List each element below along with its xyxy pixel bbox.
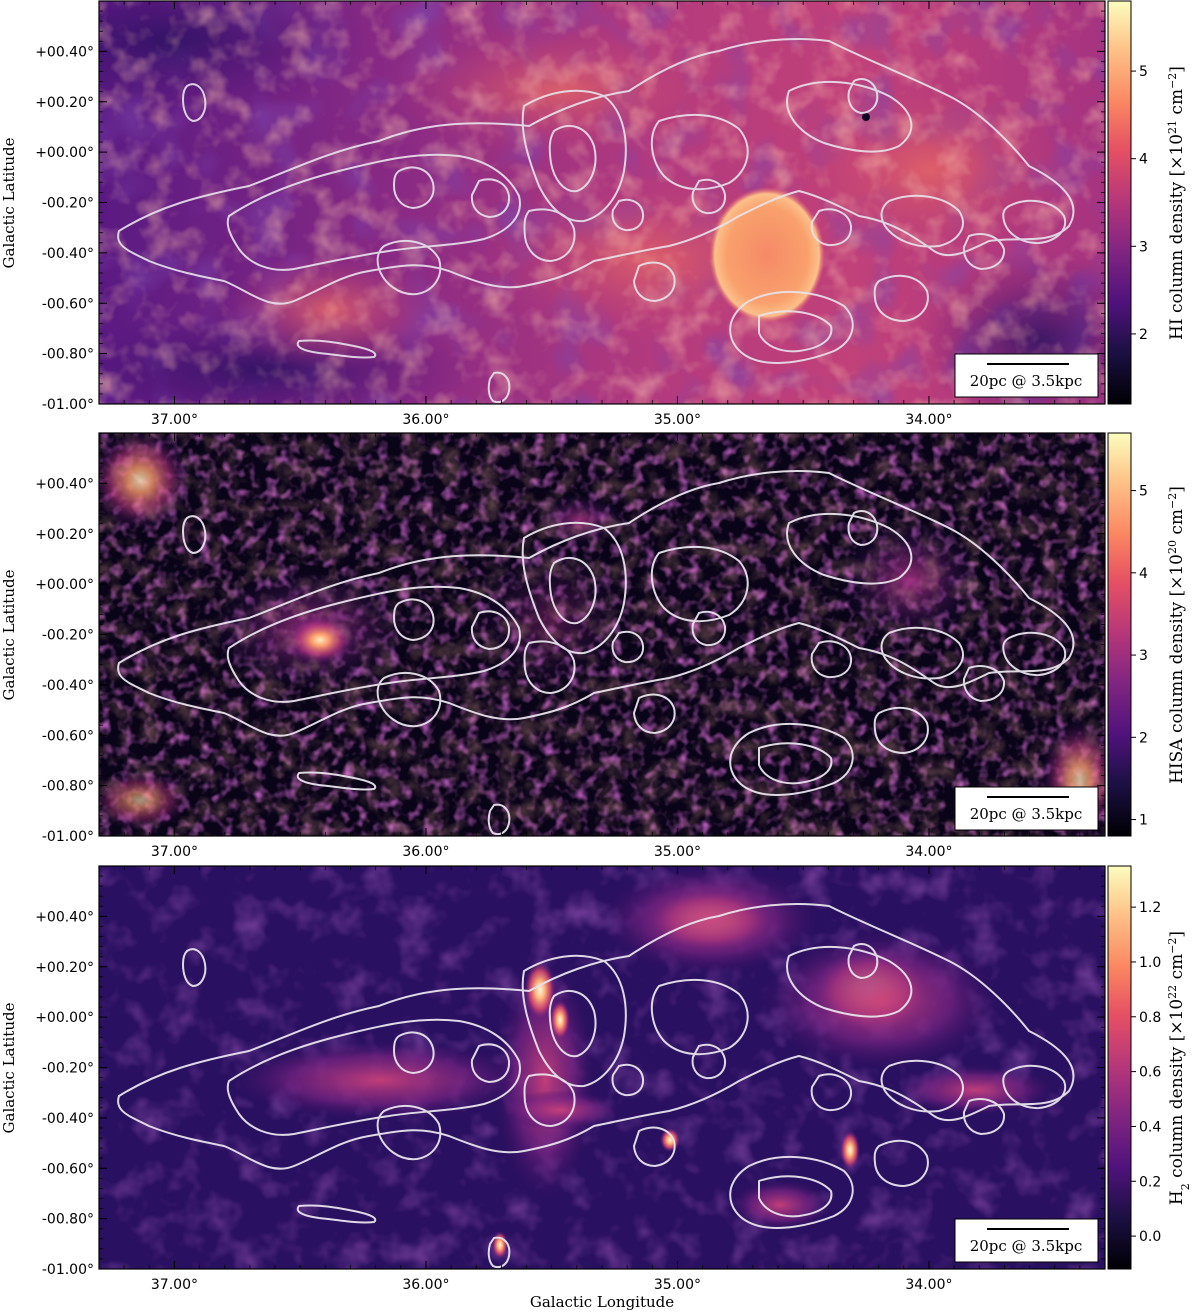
y-tick-label: -01.00° xyxy=(42,1262,94,1278)
colorbar-tick-label: 0.0 xyxy=(1139,1229,1161,1245)
panel-h2-axes: 37.00° 36.00° 35.00° 34.00° +00.40° +00.20° +0… xyxy=(35,865,1106,1293)
panel-hi: 37.00° 36.00° 35.00° 34.00° +00.40° +00.20° +0… xyxy=(0,0,1188,428)
colorbar-tick-label: 0.8 xyxy=(1139,1010,1161,1026)
y-tick-label: +00.00° xyxy=(35,145,94,161)
y-tick-label: -00.60° xyxy=(42,1161,94,1177)
colorbar-tick-label: 2 xyxy=(1139,730,1148,746)
y-tick-label: -00.40° xyxy=(42,678,94,694)
y-tick-label: +00.40° xyxy=(35,909,94,925)
panel-hisa-axes: 37.00° 36.00° 35.00° 34.00° +00.40° +00.20° +0… xyxy=(35,432,1106,860)
colorbar-tick-label: 1.0 xyxy=(1139,955,1161,971)
y-tick-label: -00.40° xyxy=(42,246,94,262)
y-tick-label: -00.20° xyxy=(42,1061,94,1077)
colorbar-tick-label: 3 xyxy=(1139,239,1148,255)
colorbar-tick-label: 4 xyxy=(1139,566,1148,582)
panel-hisa: 37.00° 36.00° 35.00° 34.00° +00.40° +00.20° +0… xyxy=(0,432,1188,860)
panel-h2: 37.00° 36.00° 35.00° 34.00° +00.40° +00.20° +0… xyxy=(0,865,1192,1311)
y-tick-label: -00.40° xyxy=(42,1111,94,1127)
x-tick-label: 35.00° xyxy=(654,412,701,428)
colorbar-tick-label: 1.2 xyxy=(1139,900,1161,916)
y-tick-label: -00.80° xyxy=(42,779,94,795)
y-tick-label: -00.60° xyxy=(42,296,94,312)
panel-hi-colorbar: 2 3 4 5 HI column density [×1021 cm−2] xyxy=(1107,0,1188,405)
panel-h2-scalebar: 20pc @ 3.5kpc xyxy=(954,1218,1099,1263)
y-tick-label: -00.80° xyxy=(42,347,94,363)
panel-hi-scalebar-label: 20pc @ 3.5kpc xyxy=(970,372,1083,390)
y-tick-label: -01.00° xyxy=(42,397,94,413)
colorbar-tick-label: 0.4 xyxy=(1139,1119,1161,1135)
x-tick-label: 34.00° xyxy=(905,412,952,428)
panel-h2-colorbar: 0.0 0.2 0.4 0.6 0.8 1.0 1.2 H2 column density … xyxy=(1107,865,1192,1270)
x-tick-label: 36.00° xyxy=(402,844,449,860)
y-tick-label: -00.60° xyxy=(42,728,94,744)
panel-hi-ylabel: Galactic Latitude xyxy=(0,137,18,268)
colorbar-tick-label: 2 xyxy=(1139,327,1148,343)
colorbar-tick-label: 0.6 xyxy=(1139,1065,1161,1081)
panel-hi-axes: 37.00° 36.00° 35.00° 34.00° +00.40° +00.20° +0… xyxy=(35,0,1106,428)
x-tick-label: 34.00° xyxy=(905,1277,952,1293)
panel-hi-colorbar-label: HI column density [×1021 cm−2] xyxy=(1166,66,1188,340)
panel-h2-colorbar-label: H2 column density [×1022 cm−2] xyxy=(1166,931,1192,1205)
y-tick-label: +00.20° xyxy=(35,527,94,543)
y-tick-label: +00.00° xyxy=(35,577,94,593)
y-tick-label: +00.20° xyxy=(35,960,94,976)
colorbar-tick-label: 5 xyxy=(1139,64,1148,80)
y-tick-label: -00.20° xyxy=(42,628,94,644)
panel-hisa-ylabel: Galactic Latitude xyxy=(0,569,18,700)
panel-hisa-colorbar-label: HISA column density [×1020 cm−2] xyxy=(1166,486,1188,784)
y-tick-label: -00.80° xyxy=(42,1212,94,1228)
y-tick-label: +00.00° xyxy=(35,1010,94,1026)
panel-h2-xlabel: Galactic Longitude xyxy=(530,1293,674,1311)
x-tick-label: 36.00° xyxy=(402,412,449,428)
x-tick-label: 37.00° xyxy=(151,844,198,860)
y-tick-label: -00.20° xyxy=(42,196,94,212)
y-tick-label: +00.40° xyxy=(35,44,94,60)
x-tick-label: 35.00° xyxy=(654,844,701,860)
colorbar-tick-label: 3 xyxy=(1139,648,1148,664)
colorbar-tick-label: 4 xyxy=(1139,152,1148,168)
panel-h2-ylabel: Galactic Latitude xyxy=(0,1002,18,1133)
colorbar-tick-label: 5 xyxy=(1139,484,1148,500)
y-tick-label: +00.20° xyxy=(35,95,94,111)
panel-hi-scalebar: 20pc @ 3.5kpc xyxy=(954,353,1099,398)
colorbar-tick-label: 1 xyxy=(1139,813,1148,829)
panel-hisa-colorbar: 1 2 3 4 5 HISA column density [×1020 cm−2] xyxy=(1107,432,1188,837)
y-tick-label: -01.00° xyxy=(42,829,94,845)
x-tick-label: 37.00° xyxy=(151,1277,198,1293)
panel-hisa-scalebar-label: 20pc @ 3.5kpc xyxy=(970,805,1083,823)
x-tick-label: 34.00° xyxy=(905,844,952,860)
x-tick-label: 35.00° xyxy=(654,1277,701,1293)
panel-h2-scalebar-label: 20pc @ 3.5kpc xyxy=(970,1237,1083,1255)
x-tick-label: 37.00° xyxy=(151,412,198,428)
panel-hisa-scalebar: 20pc @ 3.5kpc xyxy=(954,786,1099,831)
x-tick-label: 36.00° xyxy=(402,1277,449,1293)
y-tick-label: +00.40° xyxy=(35,476,94,492)
colorbar-tick-label: 0.2 xyxy=(1139,1174,1161,1190)
